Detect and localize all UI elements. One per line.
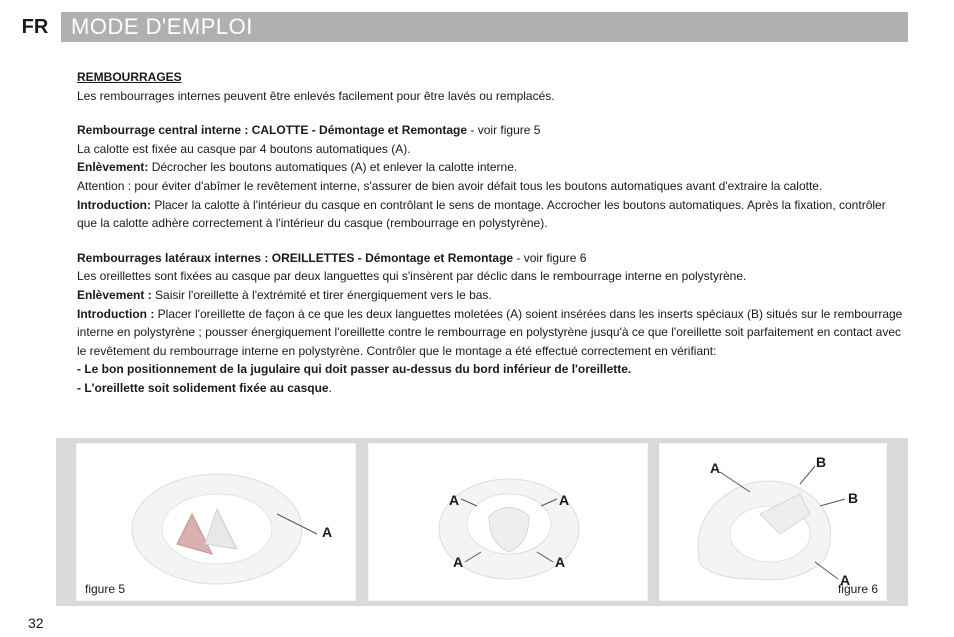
sec2-line1: La calotte est fixée au casque par 4 bou… <box>77 140 907 159</box>
sec3-bullet2-bold: - L'oreillette soit solidement fixée au … <box>77 381 329 395</box>
sec2-line3: Attention : pour éviter d'abîmer le revê… <box>77 177 907 196</box>
page-title: MODE D'EMPLOI <box>71 14 253 40</box>
sec2-l2-rest: Décrocher les boutons automatiques (A) e… <box>148 160 517 174</box>
sec3-title-rest: - voir figure 6 <box>513 251 586 265</box>
figure-5b-illustration <box>369 444 649 602</box>
sec2-title-rest: - voir figure 5 <box>467 123 540 137</box>
figure5b-label-A-tr: A <box>559 492 569 508</box>
figure-6-illustration <box>660 444 888 602</box>
intro-line: Les rembourrages internes peuvent être e… <box>77 87 907 106</box>
sec2-title-bold: Rembourrage central interne : CALOTTE - … <box>77 123 467 137</box>
figure-5-illustration <box>77 444 357 602</box>
figure6-label-B-top: B <box>816 454 826 470</box>
figure-5-caption: figure 5 <box>85 582 125 596</box>
sec3-l3-rest: Placer l'oreillette de façon à ce que le… <box>77 307 902 358</box>
figure6-label-B-right: B <box>848 490 858 506</box>
figure-6-caption: figure 6 <box>838 582 878 596</box>
figure-6-panel: A B B A figure 6 <box>659 443 887 601</box>
sec3-line1: Les oreillettes sont fixées au casque pa… <box>77 267 907 286</box>
sec2-l2-bold: Enlèvement: <box>77 160 148 174</box>
figure5b-label-A-bl: A <box>453 554 463 570</box>
language-badge: FR <box>9 12 61 42</box>
manual-page: FR MODE D'EMPLOI REMBOURRAGES Les rembou… <box>0 0 954 637</box>
sec2-l4-bold: Introduction: <box>77 198 151 212</box>
figure5b-label-A-tl: A <box>449 492 459 508</box>
sec3-title-bold: Rembourrages latéraux internes : OREILLE… <box>77 251 513 265</box>
section-heading-rembourrages: REMBOURRAGES <box>77 70 182 84</box>
figure5b-label-A-br: A <box>555 554 565 570</box>
body-text: REMBOURRAGES Les rembourrages internes p… <box>77 68 907 398</box>
page-number: 32 <box>28 615 44 631</box>
figure-5b-panel: A A A A <box>368 443 648 601</box>
sec3-l2-bold: Enlèvement : <box>77 288 152 302</box>
sec3-bullet1: - Le bon positionnement de la jugulaire … <box>77 360 907 379</box>
sec3-bullet2-rest: . <box>329 381 332 395</box>
sec2-l4-rest: Placer la calotte à l'intérieur du casqu… <box>77 198 886 231</box>
figure6-label-A-top: A <box>710 460 720 476</box>
header-bar: FR MODE D'EMPLOI <box>9 12 908 42</box>
figure5-label-A: A <box>322 524 332 540</box>
figure-strip: A figure 5 A A A A <box>56 438 908 606</box>
figure-5-panel: A figure 5 <box>76 443 356 601</box>
sec3-l2-rest: Saisir l'oreillette à l'extrémité et tir… <box>152 288 492 302</box>
sec3-l3-bold: Introduction : <box>77 307 154 321</box>
